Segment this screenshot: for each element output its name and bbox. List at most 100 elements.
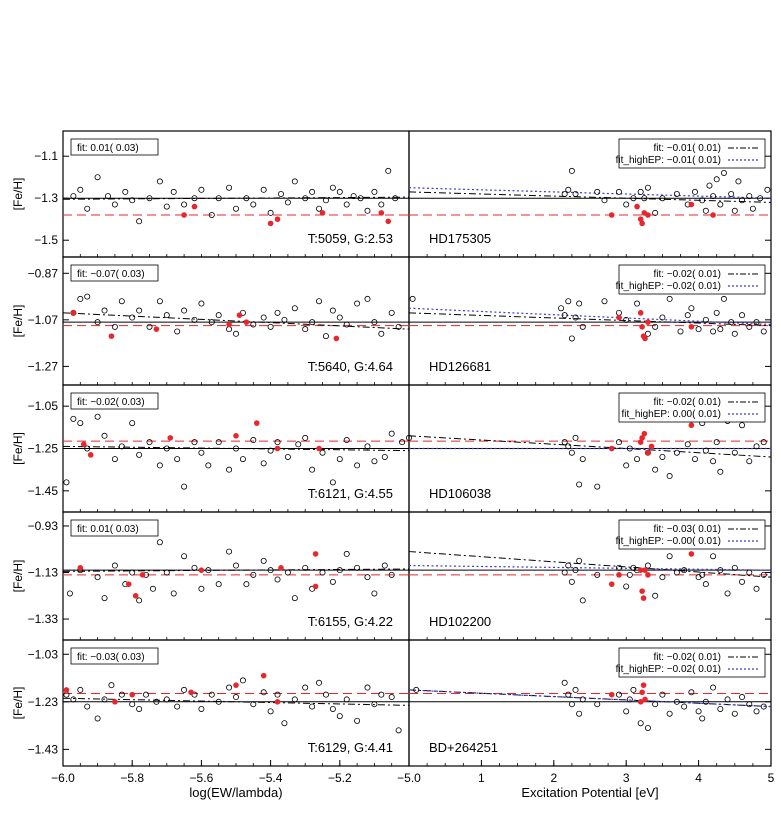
data-point-open	[378, 691, 385, 698]
data-point-open	[739, 197, 746, 204]
data-point-open	[561, 190, 568, 197]
y-tick-label: −1.3	[34, 191, 58, 205]
data-point-open	[343, 321, 350, 328]
data-point-open	[104, 193, 111, 200]
data-point-open	[659, 453, 666, 460]
x-tick-label: −5.6	[190, 771, 214, 785]
data-point-open	[336, 314, 343, 321]
data-point-open	[336, 188, 343, 195]
data-point-red	[688, 324, 695, 330]
data-point-open	[198, 585, 205, 592]
data-point-open	[291, 178, 298, 185]
data-point-open	[77, 686, 84, 693]
data-point-open	[568, 335, 575, 342]
data-point-open	[702, 447, 709, 454]
star-params-label: T:6155, G:4.22	[308, 614, 393, 629]
data-point-open	[572, 314, 579, 321]
data-point-red	[645, 212, 651, 218]
data-point-open	[70, 193, 77, 200]
data-point-open	[118, 691, 125, 698]
data-point-red	[260, 672, 267, 679]
fit-value-box	[70, 519, 159, 537]
data-point-open	[129, 197, 136, 204]
data-point-open	[357, 195, 364, 202]
data-point-open	[163, 696, 170, 703]
data-point-open	[215, 195, 222, 202]
data-point-open	[274, 309, 281, 316]
data-point-open	[198, 705, 205, 712]
data-point-open	[94, 715, 101, 722]
fit-line	[62, 312, 410, 330]
data-point-open	[77, 295, 84, 302]
data-point-open	[710, 193, 717, 200]
panel-row-4: [Fe/H] fit: 0.01( 0.03) fit: −0.03( 0.01)f…	[11, 511, 772, 641]
data-point-open	[749, 205, 756, 212]
data-point-open	[232, 330, 239, 337]
star-params-label: T:6129, G:4.41	[308, 740, 393, 755]
data-point-open	[354, 564, 361, 571]
y-tick-label: −0.93	[28, 519, 59, 533]
data-point-open	[630, 686, 637, 693]
data-point-open	[215, 581, 222, 588]
data-point-open	[101, 307, 108, 314]
data-point-open	[118, 298, 125, 305]
data-point-open	[594, 188, 601, 195]
data-point-open	[702, 316, 709, 323]
data-point-open	[309, 319, 316, 326]
data-point-open	[753, 443, 760, 450]
data-point-open	[101, 595, 108, 602]
data-point-open	[232, 445, 239, 452]
data-point-red	[378, 210, 385, 216]
data-point-open	[561, 439, 568, 446]
data-point-open	[644, 330, 651, 337]
data-point-red	[233, 682, 239, 688]
data-point-open	[699, 571, 706, 578]
data-point-open	[295, 441, 302, 448]
data-point-open	[724, 696, 731, 703]
data-point-open	[565, 562, 572, 569]
data-point-open	[136, 705, 143, 712]
data-point-open	[101, 696, 108, 703]
data-point-open	[129, 314, 136, 321]
data-point-red	[87, 452, 94, 458]
y-tick-label: −1.07	[28, 313, 59, 327]
star-params-label: T:6121, G:4.55	[308, 486, 393, 501]
fit-value-box	[70, 647, 159, 665]
data-point-red	[191, 203, 198, 210]
y-tick-label: −1.43	[28, 742, 59, 756]
data-point-open	[561, 679, 568, 686]
data-point-red	[385, 218, 392, 225]
data-point-open	[413, 686, 420, 693]
data-point-open	[243, 195, 250, 202]
panel-row-5: [Fe/H] fit: −0.03( 0.03) fit: −0.02( 0.01)…	[11, 639, 772, 767]
data-point-open	[205, 462, 212, 469]
data-point-red	[688, 201, 695, 208]
data-point-open	[364, 574, 371, 581]
data-point-open	[260, 186, 267, 193]
data-point-open	[316, 298, 323, 305]
data-point-open	[70, 696, 77, 703]
data-point-open	[84, 703, 91, 710]
data-point-open	[746, 323, 753, 330]
data-point-red	[312, 551, 319, 557]
y-tick-label: −1.5	[34, 233, 58, 247]
data-point-open	[267, 708, 274, 715]
data-point-open	[136, 597, 143, 604]
data-point-open	[101, 432, 108, 439]
y-tick-label: −1.33	[28, 612, 59, 626]
data-point-red	[688, 551, 695, 557]
data-point-open	[644, 724, 651, 731]
data-point-open	[713, 176, 720, 183]
data-point-open	[291, 696, 298, 703]
data-point-open	[316, 679, 323, 686]
data-point-open	[699, 715, 706, 722]
data-point-open	[136, 218, 143, 225]
data-point-open	[579, 323, 586, 330]
data-point-open	[691, 188, 698, 195]
data-point-open	[760, 571, 767, 578]
data-point-open	[388, 571, 395, 578]
data-point-open	[710, 458, 717, 465]
data-point-open	[111, 456, 118, 463]
data-point-open	[601, 197, 608, 204]
